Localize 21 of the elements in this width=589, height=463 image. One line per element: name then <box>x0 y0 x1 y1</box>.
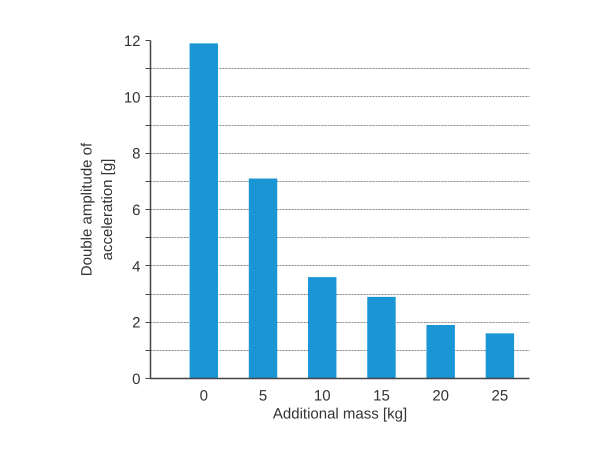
x-tick-label: 0 <box>200 388 208 404</box>
y-tick-label: 4 <box>132 258 140 276</box>
x-tick-label: 25 <box>492 388 508 404</box>
bar <box>308 277 336 378</box>
x-tick-label: 10 <box>314 388 331 404</box>
bar <box>426 324 455 378</box>
y-tick-label: 6 <box>132 202 140 219</box>
bar <box>248 178 278 378</box>
bar <box>190 43 218 378</box>
x-tick-label: 20 <box>432 388 450 404</box>
bar <box>367 296 396 378</box>
x-tick-label: 15 <box>373 388 390 404</box>
y-tick-label: 12 <box>124 33 141 50</box>
y-tick-label: 8 <box>132 146 140 163</box>
y-tick-label: 2 <box>132 314 140 332</box>
x-axis-title: Additional mass [kg] <box>272 406 408 422</box>
x-tick-label: 5 <box>258 388 268 404</box>
y-axis-title: Double amplitude of acceleration [g] <box>78 142 116 276</box>
y-tick-label: 0 <box>132 371 140 388</box>
y-tick-label: 10 <box>124 89 141 106</box>
bar <box>486 333 514 378</box>
